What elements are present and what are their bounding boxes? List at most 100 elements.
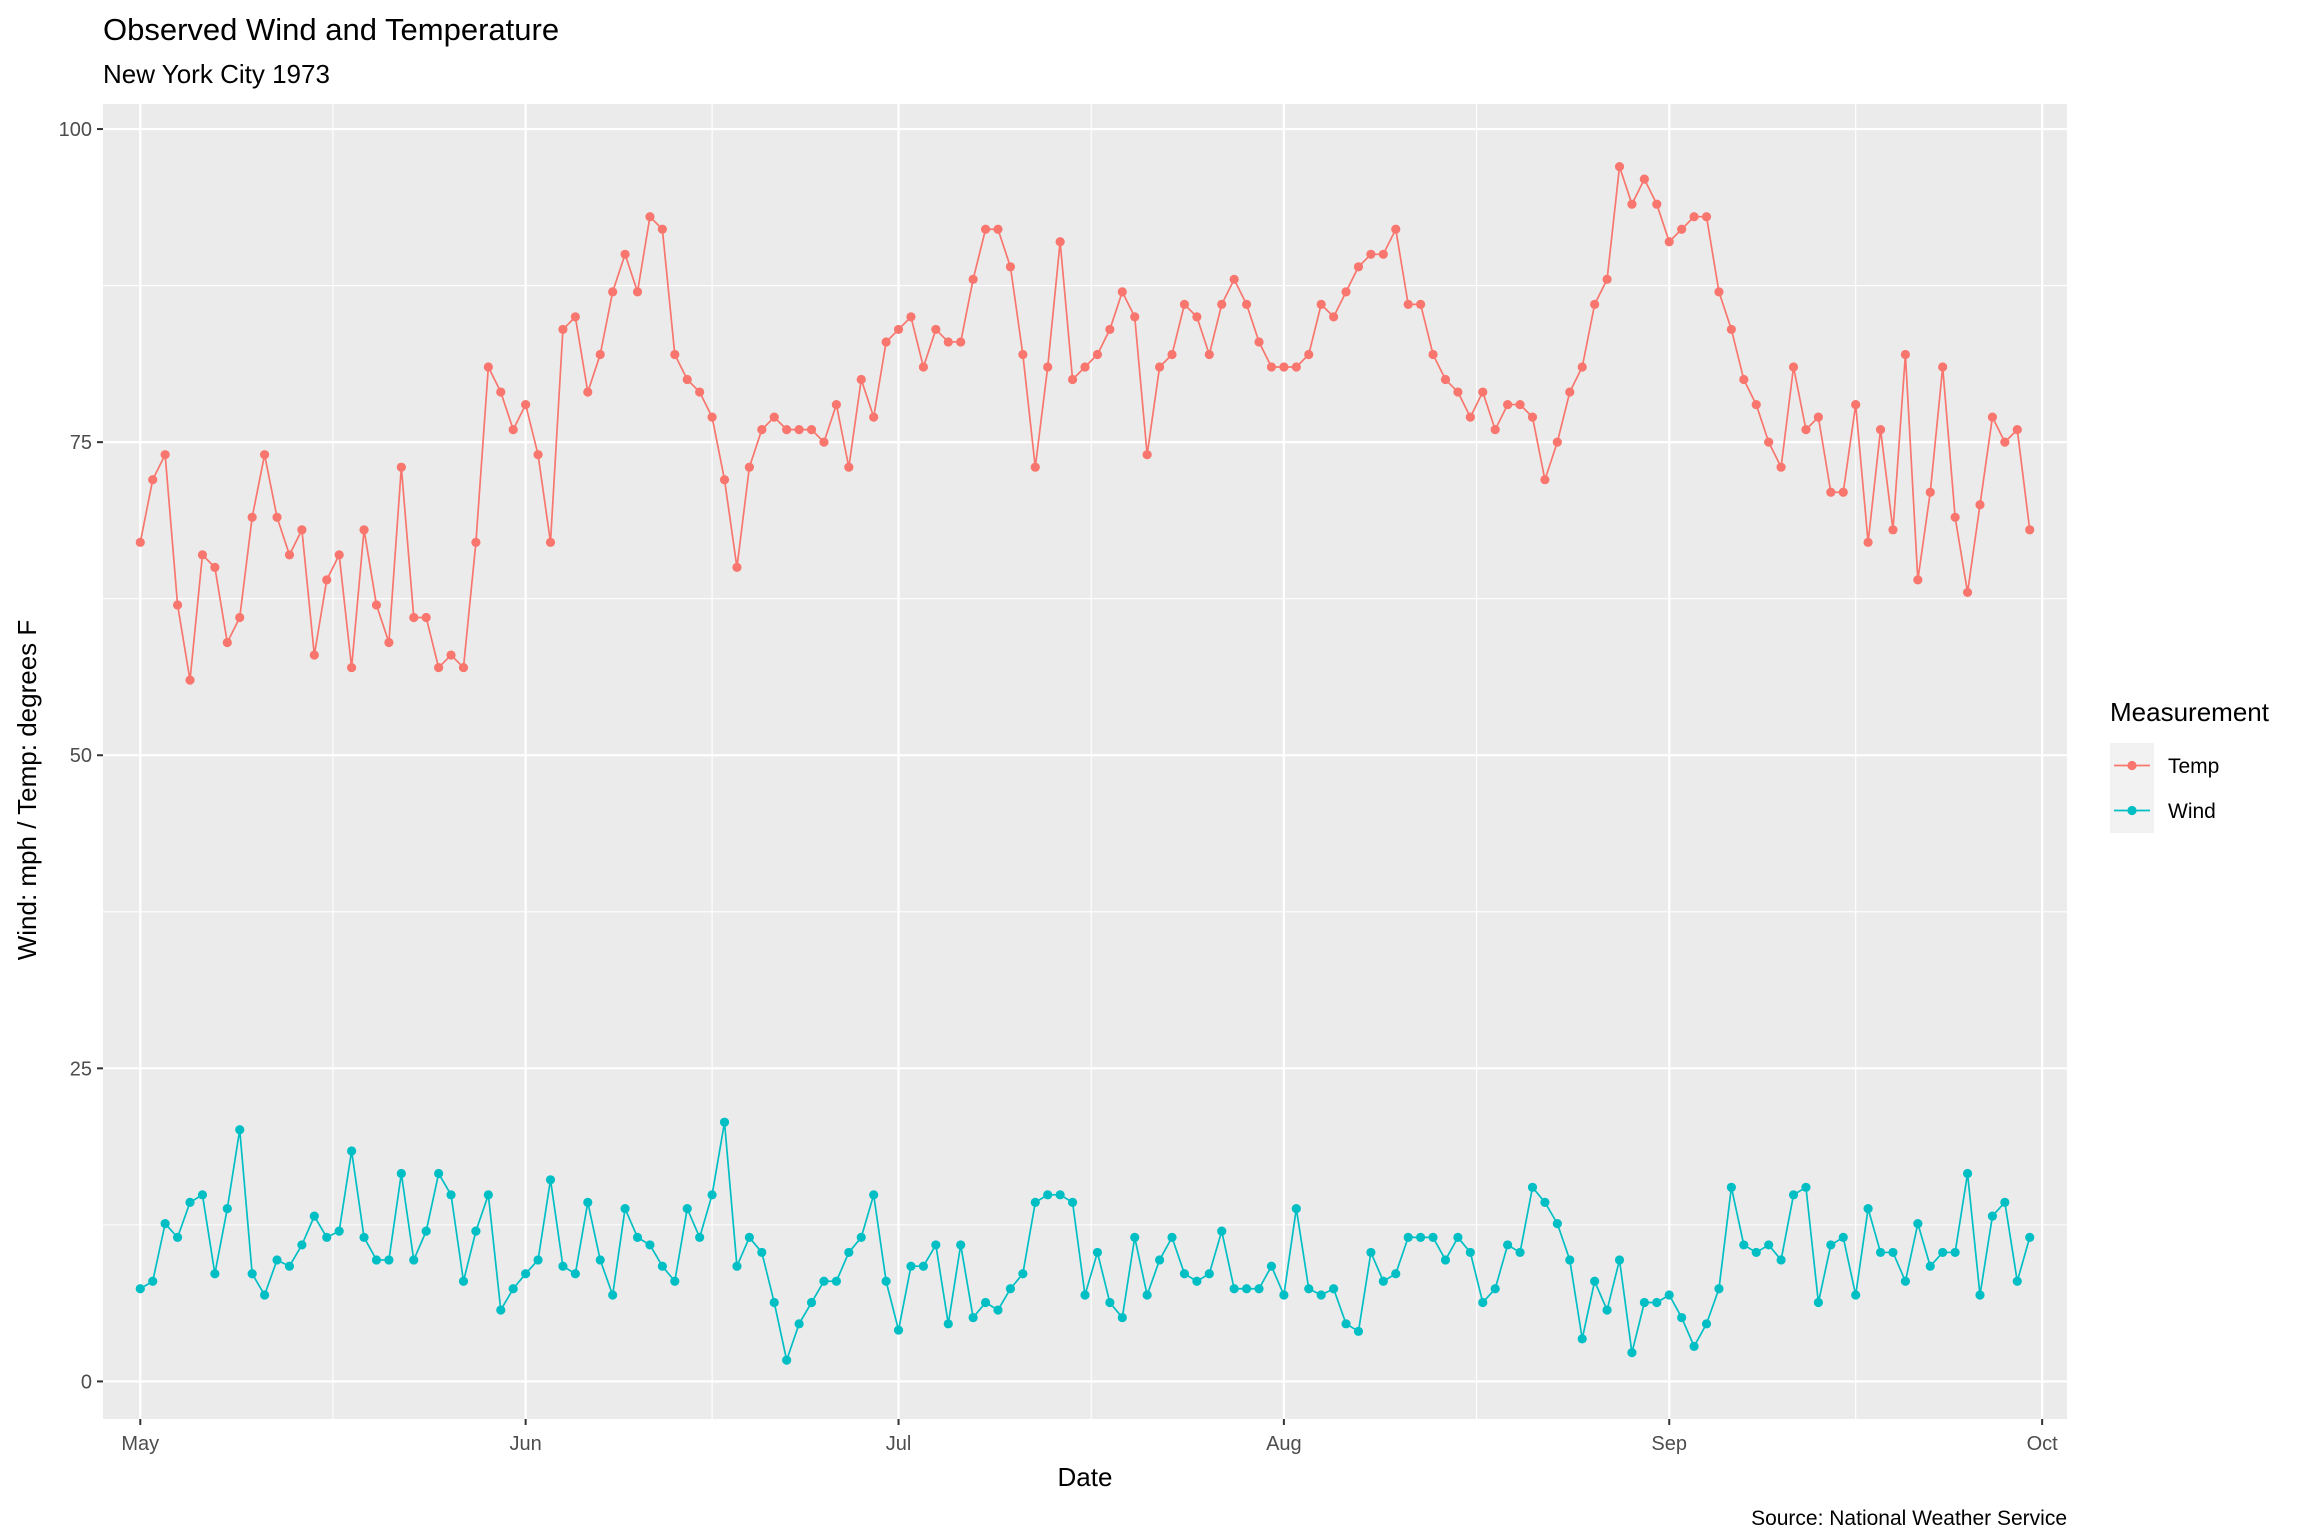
data-point-wind <box>384 1255 394 1265</box>
data-point-wind <box>1503 1240 1513 1250</box>
data-point-wind <box>172 1232 183 1242</box>
data-point-wind <box>1341 1319 1351 1329</box>
data-point-wind <box>1776 1255 1786 1265</box>
data-point-wind <box>608 1290 618 1300</box>
data-point-wind <box>918 1261 929 1271</box>
data-point-temp <box>334 550 344 560</box>
x-axis: May Jun Jul Aug Sep Oct <box>121 1419 2058 1455</box>
y-axis-title: Wind: mph / Temp: degrees F <box>12 620 42 961</box>
data-point-temp <box>1875 425 1886 435</box>
data-point-temp <box>421 612 431 623</box>
data-point-wind <box>1229 1284 1239 1294</box>
data-point-temp <box>769 412 779 422</box>
data-point-temp <box>1838 487 1848 497</box>
data-point-temp <box>558 324 568 335</box>
data-point-wind <box>1788 1190 1799 1200</box>
data-point-temp <box>1030 462 1040 472</box>
y-tick-label: 25 <box>70 1058 92 1080</box>
x-tick-label: Oct <box>2027 1433 2059 1455</box>
data-point-wind <box>1055 1190 1065 1200</box>
data-point-wind <box>1192 1276 1202 1286</box>
data-point-temp <box>1590 299 1600 309</box>
data-point-temp <box>819 437 829 447</box>
data-point-wind <box>259 1290 270 1300</box>
data-point-temp <box>1888 525 1898 535</box>
data-point-wind <box>1353 1326 1364 1336</box>
plot-panel <box>103 104 2067 1419</box>
data-point-temp <box>1776 462 1786 472</box>
data-point-temp <box>471 537 481 547</box>
data-point-wind <box>1067 1197 1078 1207</box>
data-point-temp <box>1067 374 1078 385</box>
data-point-temp <box>1527 412 1538 422</box>
legend-label-wind: Wind <box>2168 800 2216 823</box>
y-tick-label: 100 <box>59 119 92 141</box>
data-point-wind <box>1540 1197 1550 1207</box>
data-point-temp <box>347 662 357 673</box>
data-point-temp <box>1254 337 1264 347</box>
data-point-temp <box>1739 374 1749 385</box>
data-point-temp <box>1950 512 1960 522</box>
data-point-temp <box>1266 362 1277 372</box>
data-point-wind <box>819 1276 829 1286</box>
data-point-wind <box>1614 1255 1625 1265</box>
data-point-wind <box>794 1319 804 1329</box>
data-point-temp <box>2025 525 2035 535</box>
data-point-temp <box>956 337 966 347</box>
data-point-wind <box>719 1117 730 1127</box>
data-point-wind <box>707 1190 717 1200</box>
data-point-wind <box>1416 1232 1426 1242</box>
data-point-wind <box>956 1240 966 1250</box>
data-point-temp <box>831 399 841 410</box>
data-point-temp <box>1577 362 1587 372</box>
data-point-temp <box>744 462 754 472</box>
data-point-wind <box>620 1204 630 1214</box>
data-point-temp <box>247 512 257 522</box>
data-point-wind <box>1751 1247 1761 1258</box>
data-point-temp <box>1229 274 1239 284</box>
data-point-temp <box>980 224 991 234</box>
data-point-temp <box>1130 312 1140 322</box>
data-point-wind <box>744 1232 754 1242</box>
data-point-temp <box>583 387 593 397</box>
data-point-temp <box>943 337 953 347</box>
y-tick-label: 0 <box>81 1371 92 1393</box>
x-axis-title: Date <box>1058 1462 1113 1492</box>
data-point-wind <box>272 1255 282 1265</box>
data-point-temp <box>1204 349 1214 360</box>
data-point-temp <box>1453 387 1463 397</box>
data-point-wind <box>359 1232 369 1242</box>
data-point-wind <box>583 1197 593 1207</box>
data-point-temp <box>608 287 618 297</box>
data-point-wind <box>160 1219 170 1229</box>
data-point-temp <box>632 287 643 297</box>
data-point-temp <box>2000 437 2010 447</box>
data-point-temp <box>1179 299 1190 309</box>
data-point-temp <box>570 312 580 322</box>
data-point-temp <box>434 662 444 673</box>
data-point-wind <box>980 1297 991 1308</box>
data-point-wind <box>931 1240 941 1250</box>
data-point-wind <box>831 1276 841 1286</box>
data-point-temp <box>844 462 854 472</box>
data-point-temp <box>1105 324 1115 335</box>
data-point-wind <box>1863 1204 1873 1214</box>
data-point-temp <box>1478 387 1488 397</box>
data-point-wind <box>496 1305 506 1315</box>
data-point-temp <box>496 387 506 397</box>
y-axis: 0 25 50 75 100 <box>59 119 103 1393</box>
data-point-wind <box>1080 1290 1090 1300</box>
data-point-wind <box>943 1319 953 1329</box>
data-point-wind <box>1577 1334 1587 1344</box>
data-point-temp <box>1689 212 1699 222</box>
data-point-temp <box>197 550 208 560</box>
data-point-wind <box>1217 1226 1227 1236</box>
data-point-temp <box>508 425 518 435</box>
data-point-wind <box>595 1255 605 1265</box>
data-point-wind <box>1602 1305 1612 1315</box>
data-point-temp <box>1465 412 1475 422</box>
data-point-temp <box>1652 199 1662 209</box>
data-point-wind <box>1154 1255 1165 1265</box>
data-point-temp <box>657 224 667 234</box>
data-point-wind <box>1291 1204 1301 1214</box>
